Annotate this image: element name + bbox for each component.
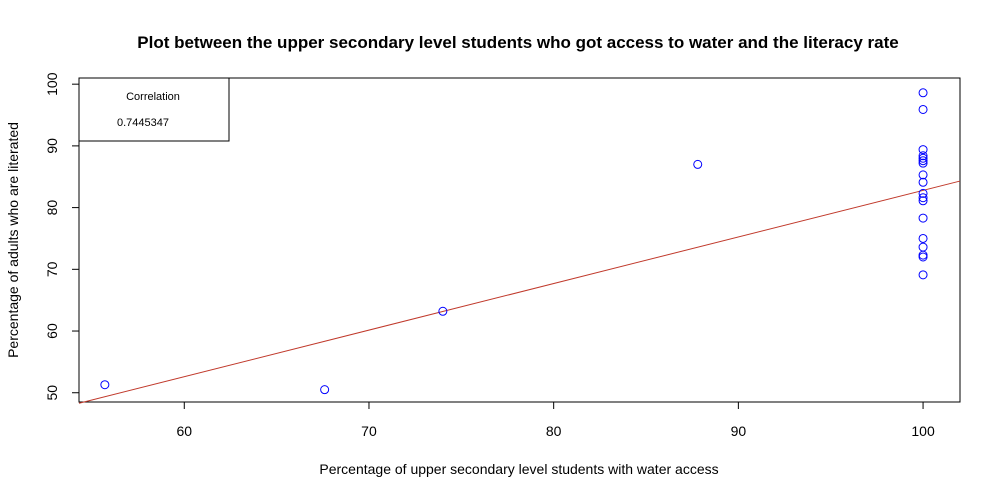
x-tick-label: 70: [361, 423, 377, 439]
y-tick-label: 90: [44, 138, 60, 154]
legend-box: [78, 77, 230, 142]
data-point: [438, 306, 448, 316]
data-point: [918, 153, 928, 163]
x-tick-label: 80: [546, 423, 562, 439]
data-point: [918, 233, 928, 243]
data-point: [918, 213, 928, 223]
data-point: [918, 156, 928, 166]
data-point: [918, 104, 928, 114]
data-point: [918, 252, 928, 262]
y-tick-label: 80: [44, 200, 60, 216]
legend-value: 0.7445347: [117, 117, 169, 129]
x-tick-label: 90: [731, 423, 747, 439]
y-tick-label: 70: [44, 261, 60, 277]
data-point: [918, 250, 928, 260]
x-axis-label: Percentage of upper secondary level stud…: [319, 461, 718, 477]
x-tick-label: 100: [911, 423, 935, 439]
x-tick-label: 60: [176, 423, 192, 439]
data-point: [918, 177, 928, 187]
x-axis: 60 70 80 90 100: [176, 402, 935, 439]
data-points: [100, 88, 928, 395]
y-tick-label: 60: [44, 323, 60, 339]
data-point: [918, 188, 928, 198]
data-point: [918, 270, 928, 280]
y-tick-label: 100: [44, 72, 60, 96]
data-point: [918, 145, 928, 155]
data-point: [320, 385, 330, 395]
data-point: [918, 170, 928, 180]
data-point: [918, 196, 928, 206]
data-point: [918, 242, 928, 252]
plot-area: [78, 77, 961, 403]
data-point: [918, 193, 928, 203]
correlation-legend: Correlation 0.7445347: [78, 77, 230, 142]
data-point: [693, 159, 703, 169]
data-point: [918, 151, 928, 161]
data-point: [918, 158, 928, 168]
y-tick-label: 50: [44, 385, 60, 401]
data-point: [100, 380, 110, 390]
y-axis-label: Percentage of adults who are literated: [5, 122, 21, 358]
y-axis: 50 60 70 80 90 100: [44, 72, 79, 401]
regression-line: [78, 180, 961, 404]
chart-title: Plot between the upper secondary level s…: [137, 33, 898, 52]
data-point: [918, 88, 928, 98]
legend-title: Correlation: [126, 91, 180, 103]
